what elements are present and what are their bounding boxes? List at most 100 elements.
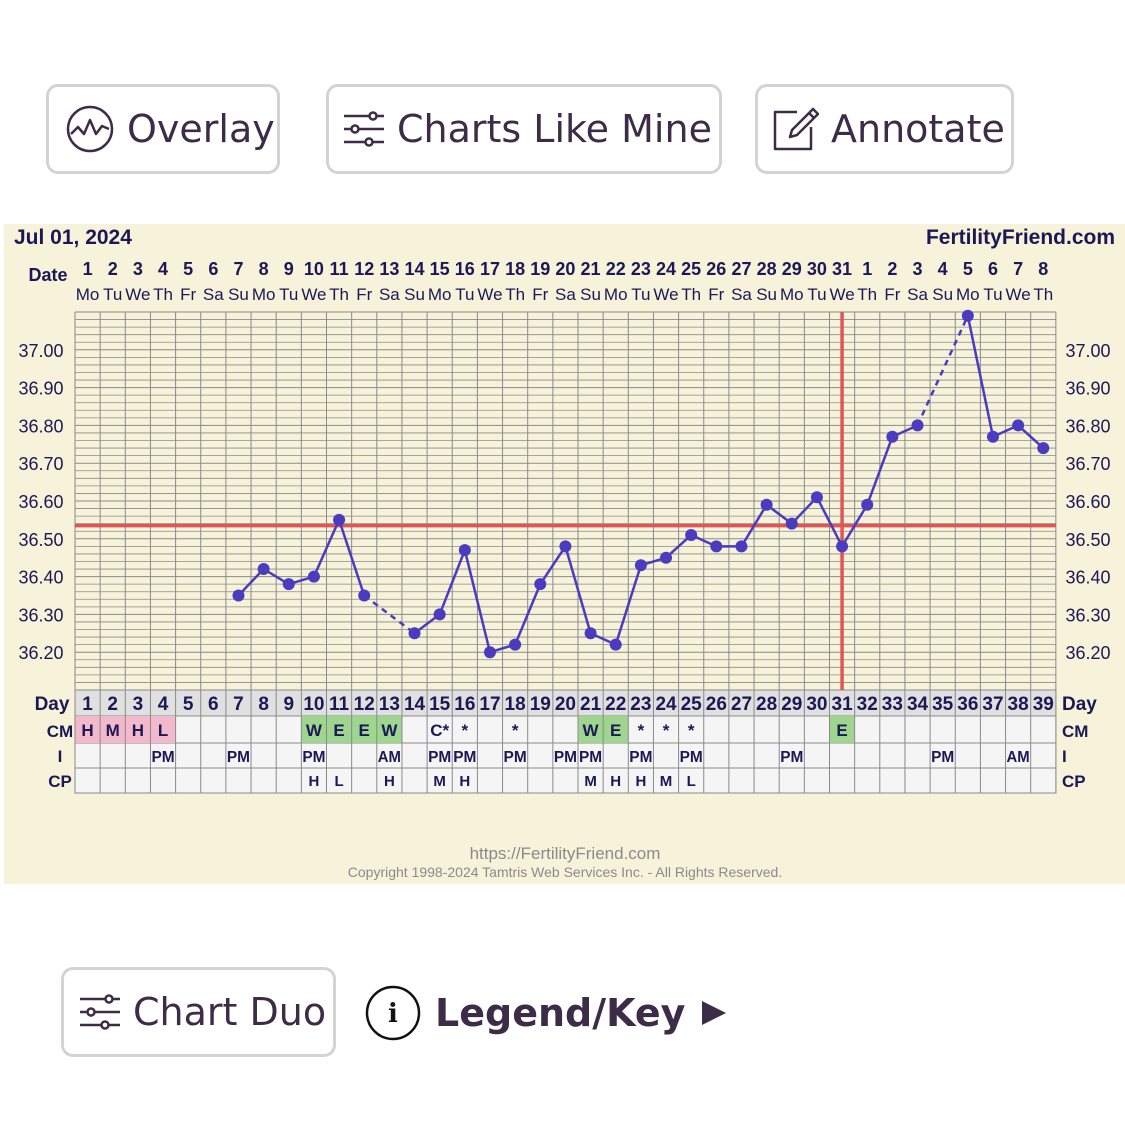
weekday-label: Sa <box>731 285 752 304</box>
day-label: 26 <box>706 694 727 715</box>
annotate-label: Annotate <box>831 107 1005 151</box>
intercourse-label: PM <box>428 749 451 766</box>
temperature-segment <box>463 549 492 653</box>
cm-label: * <box>512 721 519 740</box>
date-label: 4 <box>938 259 948 279</box>
cm-label: E <box>610 721 621 740</box>
chart-duo-button[interactable]: Chart Duo <box>61 967 336 1057</box>
weekday-label: Su <box>580 285 601 304</box>
cp-label: L <box>334 773 343 790</box>
date-row-label: Date <box>28 265 67 285</box>
y-tick-label: 36.20 <box>18 643 63 663</box>
cm-label: L <box>158 721 168 740</box>
day-label: 2 <box>107 694 118 715</box>
day-label: 35 <box>932 694 954 715</box>
date-label: 17 <box>480 259 500 279</box>
temperature-point <box>509 638 522 651</box>
temperature-point <box>257 563 270 576</box>
date-label: 29 <box>782 259 802 279</box>
y-tick-label: 37.00 <box>18 341 63 361</box>
weekday-label: Tu <box>103 285 122 304</box>
day-label: 23 <box>630 694 651 715</box>
date-label: 24 <box>656 259 676 279</box>
temperature-point <box>282 578 295 591</box>
weekday-label: Th <box>857 285 877 304</box>
date-label: 25 <box>681 259 701 279</box>
charts-like-mine-button[interactable]: Charts Like Mine <box>326 84 722 174</box>
temperature-segment <box>614 564 643 646</box>
day-label: 10 <box>303 694 324 715</box>
day-label: 12 <box>354 694 375 715</box>
temperature-point <box>458 544 471 557</box>
cm-cell-fill <box>829 716 855 743</box>
date-label: 2 <box>887 259 897 279</box>
weekday-label: Mo <box>780 285 804 304</box>
day-row-label-right: Day <box>1062 694 1097 715</box>
weekday-label: Th <box>1033 285 1053 304</box>
day-label: 6 <box>208 694 219 715</box>
temperature-segment <box>866 436 894 506</box>
annotate-button[interactable]: Annotate <box>755 84 1014 174</box>
date-label: 8 <box>1038 259 1048 279</box>
cm-label: H <box>81 721 93 740</box>
overlay-button[interactable]: Overlay <box>46 84 280 174</box>
day-label: 7 <box>233 694 244 715</box>
intercourse-label: AM <box>1007 749 1030 766</box>
temperature-segment <box>513 583 542 646</box>
temperature-point <box>760 498 773 511</box>
day-label: 36 <box>957 694 978 715</box>
temperature-point <box>660 551 673 564</box>
overlay-icon <box>66 105 114 153</box>
cp-label: L <box>687 773 696 790</box>
y-tick-label: 36.50 <box>18 530 63 550</box>
date-label: 4 <box>158 259 168 279</box>
y-tick-label: 36.80 <box>1065 416 1110 436</box>
day-label: 25 <box>681 694 703 715</box>
date-label: 11 <box>330 259 349 279</box>
edit-icon <box>773 107 819 151</box>
weekday-label: Mo <box>76 285 100 304</box>
day-label: 21 <box>580 694 602 715</box>
cm-label: W <box>381 721 398 740</box>
temperature-point <box>634 559 647 572</box>
weekday-label: Fr <box>884 285 900 304</box>
intercourse-label: PM <box>453 749 476 766</box>
temperature-segment <box>790 496 818 525</box>
legend-key-link[interactable]: i Legend/Key <box>365 984 729 1042</box>
cp-label: H <box>309 773 320 790</box>
y-tick-label: 36.30 <box>18 605 63 625</box>
info-icon: i <box>365 985 421 1041</box>
weekday-label: Fr <box>356 285 372 304</box>
weekday-label: Sa <box>555 285 576 304</box>
day-label: 16 <box>454 694 475 715</box>
weekday-label: We <box>1006 285 1031 304</box>
cm-label: * <box>663 721 670 740</box>
weekday-label: Mo <box>428 285 452 304</box>
cm-cell-fill <box>75 716 101 743</box>
weekday-label: Su <box>228 285 249 304</box>
y-tick-label: 36.60 <box>18 492 63 512</box>
date-label: 8 <box>259 259 269 279</box>
cp-label: H <box>384 773 395 790</box>
weekday-label: We <box>829 285 854 304</box>
temperature-point <box>685 529 698 542</box>
temperature-point <box>408 627 421 640</box>
date-label: 21 <box>581 259 601 279</box>
weekday-label: Mo <box>604 285 628 304</box>
intercourse-label: PM <box>554 749 577 766</box>
intercourse-label: PM <box>504 749 527 766</box>
day-label: 33 <box>882 694 903 715</box>
day-label: 31 <box>832 694 854 715</box>
date-label: 23 <box>631 259 651 279</box>
day-label: 19 <box>530 694 551 715</box>
y-tick-label: 36.20 <box>1065 643 1110 663</box>
cm-label: E <box>359 721 370 740</box>
cm-cell-fill <box>301 716 327 743</box>
charts-like-mine-label: Charts Like Mine <box>397 107 712 151</box>
intercourse-label: PM <box>680 749 703 766</box>
temperature-segment <box>237 568 265 597</box>
date-label: 19 <box>530 259 550 279</box>
temperature-point <box>232 589 245 602</box>
cp-label: M <box>584 773 597 790</box>
i-row-label-left: I <box>58 747 63 766</box>
